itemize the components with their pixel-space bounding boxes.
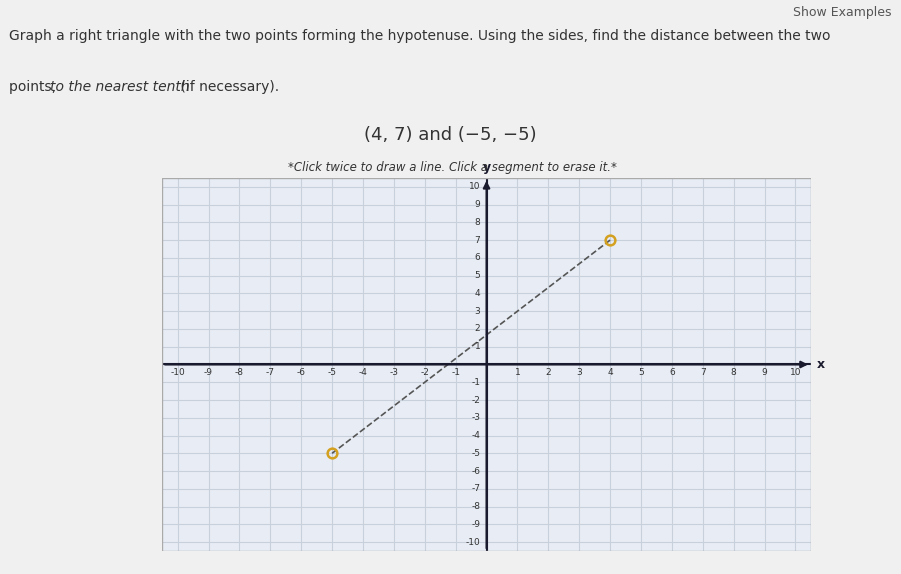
Text: 6: 6 xyxy=(669,368,675,377)
Text: (if necessary).: (if necessary). xyxy=(176,80,278,94)
Text: -7: -7 xyxy=(471,484,480,494)
Text: 4: 4 xyxy=(607,368,613,377)
Text: 3: 3 xyxy=(577,368,582,377)
Text: -6: -6 xyxy=(471,467,480,476)
Text: -6: -6 xyxy=(296,368,305,377)
Text: *Click twice to draw a line. Click a segment to erase it.*: *Click twice to draw a line. Click a seg… xyxy=(288,161,617,174)
Text: 1: 1 xyxy=(475,342,480,351)
Text: 10: 10 xyxy=(469,183,480,191)
Text: 8: 8 xyxy=(731,368,736,377)
Text: -8: -8 xyxy=(471,502,480,511)
Text: -1: -1 xyxy=(471,378,480,387)
Text: -3: -3 xyxy=(389,368,398,377)
Text: 3: 3 xyxy=(475,307,480,316)
Text: -5: -5 xyxy=(471,449,480,458)
Text: -4: -4 xyxy=(471,431,480,440)
Text: 2: 2 xyxy=(545,368,551,377)
Text: -9: -9 xyxy=(204,368,213,377)
Text: -10: -10 xyxy=(170,368,185,377)
Text: 9: 9 xyxy=(761,368,768,377)
Text: -1: -1 xyxy=(451,368,460,377)
Text: -9: -9 xyxy=(471,520,480,529)
Text: to the nearest tenth: to the nearest tenth xyxy=(50,80,189,94)
Text: 8: 8 xyxy=(475,218,480,227)
Text: -10: -10 xyxy=(466,538,480,546)
Text: Graph a right triangle with the two points forming the hypotenuse. Using the sid: Graph a right triangle with the two poin… xyxy=(9,29,831,42)
Text: Show Examples: Show Examples xyxy=(794,6,892,19)
Text: 5: 5 xyxy=(475,271,480,280)
Text: -2: -2 xyxy=(421,368,429,377)
Text: 9: 9 xyxy=(475,200,480,209)
Text: 6: 6 xyxy=(475,253,480,262)
Text: -5: -5 xyxy=(328,368,337,377)
Text: 2: 2 xyxy=(475,324,480,333)
Text: 10: 10 xyxy=(789,368,801,377)
Text: -7: -7 xyxy=(266,368,275,377)
Text: -2: -2 xyxy=(471,395,480,405)
Text: 7: 7 xyxy=(475,235,480,245)
Text: 1: 1 xyxy=(514,368,520,377)
Text: -8: -8 xyxy=(235,368,244,377)
Text: (4, 7) and (−5, −5): (4, 7) and (−5, −5) xyxy=(364,126,537,144)
Text: -4: -4 xyxy=(359,368,368,377)
Text: -3: -3 xyxy=(471,413,480,422)
Text: y: y xyxy=(482,161,491,174)
Text: 4: 4 xyxy=(475,289,480,298)
Text: 5: 5 xyxy=(638,368,644,377)
Text: x: x xyxy=(817,358,825,371)
Text: points,: points, xyxy=(9,80,60,94)
Text: 7: 7 xyxy=(700,368,705,377)
